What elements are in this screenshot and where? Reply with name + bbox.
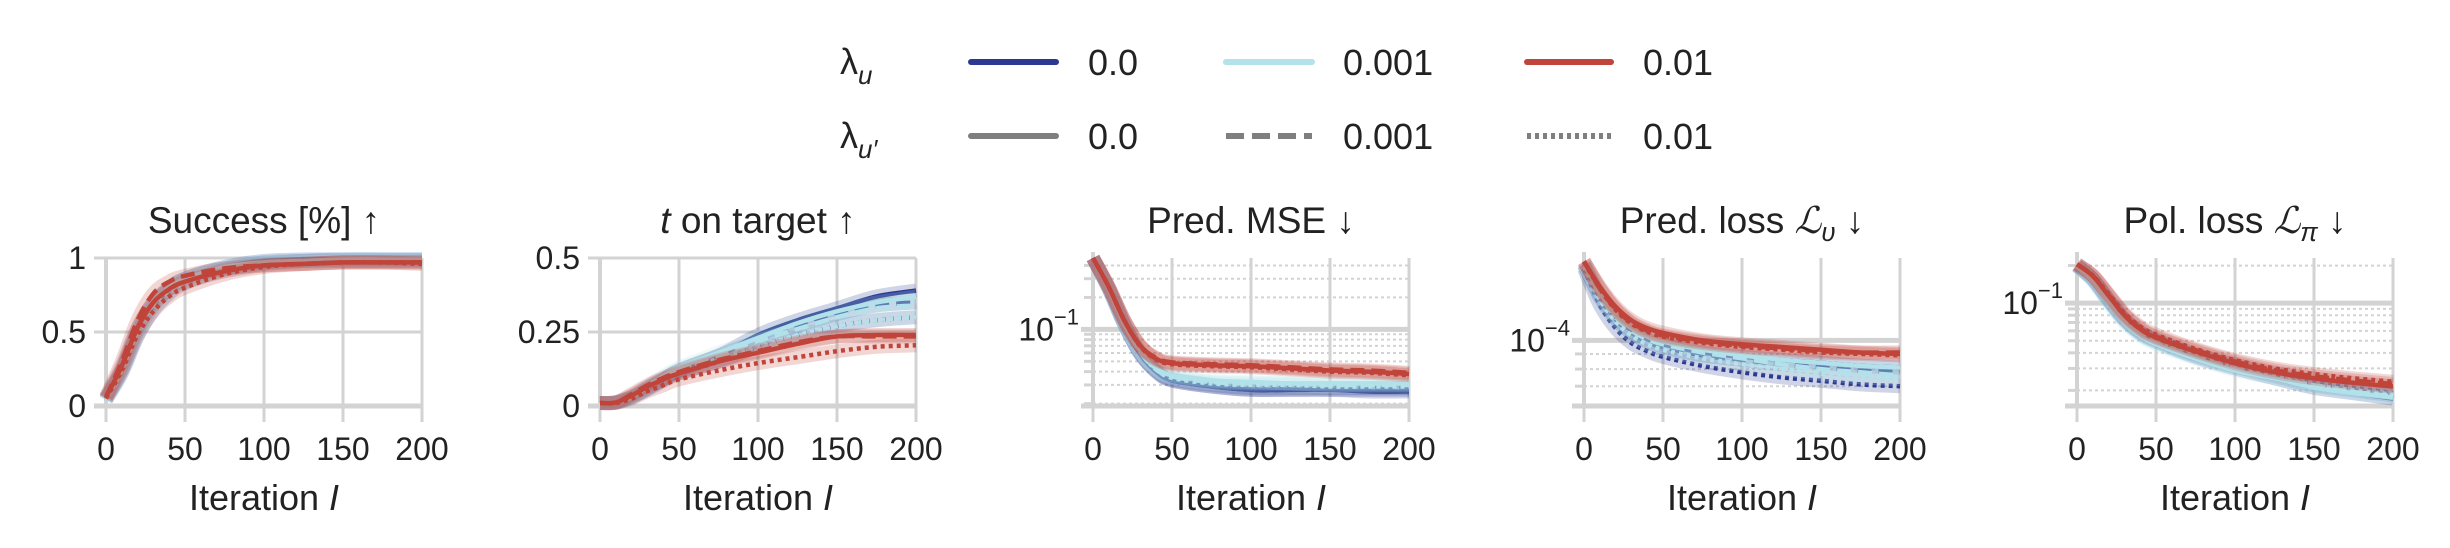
series-line <box>1581 267 1901 389</box>
series-lambda-u-0.001-lambda-u-prime-0.01 <box>2072 260 2394 402</box>
series-lambda-u-0.0-lambda-u-prime-0.01 <box>1577 265 1901 394</box>
x-axis-label: Iteration I <box>683 477 833 518</box>
y-tick-label: 0.5 <box>42 314 86 350</box>
x-axis-label: Iteration I <box>1667 477 1817 518</box>
subplot-2: 0 50 100 150 200 0 0.25 0.5 t on target ↑ Iterati… <box>518 200 943 518</box>
subplot-3: 0 50 100 150 200 10−1 Pred. MSE ↓ Iteration I <box>1018 200 1435 518</box>
x-tick-label: 50 <box>2138 431 2174 467</box>
series-band <box>99 255 423 403</box>
legend-label: 0.001 <box>1343 42 1433 83</box>
legend-label: 0.01 <box>1643 116 1713 157</box>
x-tick-label: 200 <box>1873 431 1926 467</box>
series-lambda-u-0.01-lambda-u-prime-0.01 <box>99 255 423 403</box>
x-tick-label: 0 <box>591 431 609 467</box>
x-axis-label: Iteration I <box>2160 477 2310 518</box>
subplot-title: Pol. loss ℒπ ↓ <box>2124 200 2347 247</box>
series-lambda-u-0.001-lambda-u-prime-0.01 <box>1577 263 1901 387</box>
series-line <box>1581 265 1901 382</box>
subplot-1: 0 50 100 150 200 0 0.5 1 Success [%] ↑ Iteration … <box>42 200 449 518</box>
series-line <box>103 260 422 399</box>
y-tick-label: 10−1 <box>1018 304 1079 347</box>
x-tick-label: 200 <box>1382 431 1435 467</box>
subplot-title: Pred. MSE ↓ <box>1147 200 1355 241</box>
x-tick-label: 200 <box>395 431 448 467</box>
series-line <box>1582 260 1901 358</box>
legend-subscript: u <box>858 60 872 90</box>
legend-entry: 0.01 <box>1527 116 1713 157</box>
subplot-5: 0 50 100 150 200 10−1 Pol. loss ℒπ ↓ Iteration … <box>2002 200 2419 518</box>
legend-entry: 0.001 <box>1226 116 1433 157</box>
x-tick-label: 50 <box>1154 431 1190 467</box>
x-tick-label: 100 <box>2208 431 2261 467</box>
x-tick-label: 50 <box>661 431 697 467</box>
legend-entry: 0.001 <box>1223 42 1433 83</box>
subplot-title: Pred. loss ℒυ ↓ <box>1620 200 1865 247</box>
subplot-4: 0 50 100 150 200 10−4 Pred. loss ℒυ ↓ Iteration… <box>1509 200 1926 518</box>
series-lambda-u-0.01-lambda-u-prime-0.0 <box>99 255 422 401</box>
x-tick-label: 50 <box>167 431 203 467</box>
x-tick-label: 50 <box>1645 431 1681 467</box>
legend-row-lambda-u: λu 0.0 0.001 0.01 <box>840 41 1713 90</box>
x-tick-label: 200 <box>889 431 942 467</box>
x-tick-label: 200 <box>2366 431 2419 467</box>
series-line <box>1581 262 1901 378</box>
series-lambda-u-0.01-lambda-u-prime-0.01 <box>1086 254 1410 383</box>
series-lambda-u-0.01-lambda-u-prime-0.01 <box>2072 258 2394 389</box>
x-tick-label: 100 <box>237 431 290 467</box>
x-tick-label: 150 <box>1794 431 1847 467</box>
x-tick-label: 0 <box>2068 431 2086 467</box>
x-axis-label: Iteration I <box>1176 477 1326 518</box>
legend-row-label: λu′ <box>840 115 878 164</box>
x-tick-label: 150 <box>1303 431 1356 467</box>
y-tick-label: 0.25 <box>518 314 580 350</box>
x-tick-label: 0 <box>1084 431 1102 467</box>
legend-label: 0.0 <box>1088 116 1138 157</box>
y-tick-label: 10−4 <box>1509 315 1570 358</box>
x-axis-label: Iteration I <box>189 477 339 518</box>
legend-entry: 0.01 <box>1524 42 1713 83</box>
series-lambda-u-0.01-lambda-u-prime-0.01 <box>1577 258 1901 363</box>
legend-entry: 0.0 <box>968 116 1138 157</box>
series-lambda-u-0.001-lambda-u-prime-0.001 <box>1577 260 1901 383</box>
subplot-title: t on target ↑ <box>660 200 855 241</box>
y-tick-label: 10−1 <box>2002 278 2063 321</box>
series-line <box>2075 262 2394 384</box>
legend-row-label: λu <box>840 41 872 90</box>
x-tick-label: 0 <box>97 431 115 467</box>
panels: 0 50 100 150 200 0 0.5 1 Success [%] ↑ Iteration … <box>42 200 2420 518</box>
legend-subscript: u′ <box>858 134 878 164</box>
series-line <box>1582 262 1901 370</box>
series-lambda-u-0.01-lambda-u-prime-0.01 <box>599 338 917 411</box>
series-band <box>599 338 917 411</box>
subplot-title: Success [%] ↑ <box>148 200 380 241</box>
series-lambda-u-0.01-lambda-u-prime-0.001 <box>99 255 422 400</box>
y-tick-label: 1 <box>68 240 86 276</box>
legend-symbol: λ <box>840 115 858 156</box>
x-tick-label: 150 <box>316 431 369 467</box>
legend-row-lambda-u-prime: λu′ 0.0 0.001 0.01 <box>840 115 1713 164</box>
series-line <box>599 333 916 406</box>
y-tick-label: 0 <box>68 388 86 424</box>
legend-label: 0.0 <box>1088 42 1138 83</box>
x-tick-label: 150 <box>2287 431 2340 467</box>
legend-entry: 0.0 <box>968 42 1138 83</box>
series-line <box>2075 263 2394 397</box>
series-lambda-u-0.01-lambda-u-prime-0.001 <box>599 329 916 411</box>
y-tick-label: 0.5 <box>536 240 580 276</box>
legend-symbol: λ <box>840 41 858 82</box>
series-line <box>103 260 422 399</box>
x-tick-label: 100 <box>1224 431 1277 467</box>
series-line <box>1091 256 1410 378</box>
x-tick-label: 100 <box>731 431 784 467</box>
x-tick-label: 0 <box>1575 431 1593 467</box>
legend-label: 0.01 <box>1643 42 1713 83</box>
series-lambda-u-0.001-lambda-u-prime-0.0 <box>1577 260 1901 375</box>
x-tick-label: 100 <box>1715 431 1768 467</box>
y-tick-label: 0 <box>562 388 580 424</box>
legend-label: 0.001 <box>1343 116 1433 157</box>
x-tick-label: 150 <box>810 431 863 467</box>
